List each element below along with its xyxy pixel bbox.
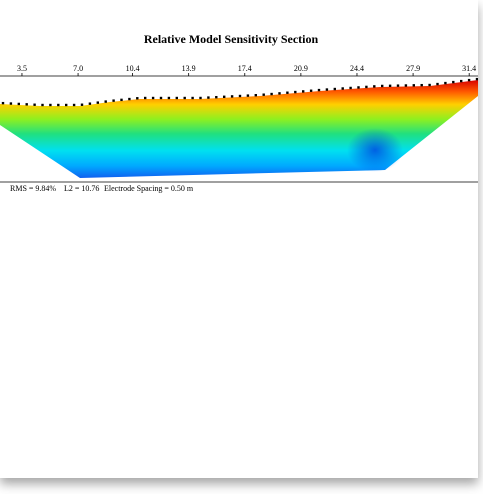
electrode	[381, 84, 384, 88]
electrode	[49, 103, 52, 107]
electrode	[128, 97, 131, 101]
x-tick-label: 31.4	[462, 64, 476, 73]
window	[0, 0, 478, 478]
annotation: RMS = 9.84%	[10, 184, 56, 193]
electrode	[88, 102, 92, 105]
electrode	[254, 94, 257, 97]
electrode	[238, 94, 242, 98]
electrode	[136, 97, 139, 100]
sensitivity-section	[0, 80, 478, 178]
chart-title: Relative Model Sensitivity Section	[144, 32, 319, 46]
electrode	[262, 93, 265, 96]
electrode	[388, 84, 392, 87]
electrode	[104, 100, 107, 103]
electrode	[270, 92, 273, 96]
electrode	[175, 96, 178, 100]
electrode	[373, 85, 376, 88]
electrode	[151, 96, 155, 100]
electrode	[420, 83, 423, 87]
electrode	[159, 96, 163, 100]
electrode	[294, 90, 297, 94]
electrode	[396, 84, 400, 87]
electrode	[428, 83, 431, 87]
electrode	[207, 96, 210, 99]
x-tick-label: 7.0	[73, 64, 83, 73]
electrode	[72, 103, 76, 107]
electrode	[333, 87, 336, 91]
electrodes	[1, 77, 478, 107]
electrode	[215, 95, 218, 99]
electrode	[57, 103, 60, 107]
electrode	[65, 103, 68, 107]
electrode	[9, 102, 13, 105]
low-sensitivity-zone	[347, 128, 403, 172]
electrode	[223, 95, 226, 98]
electrode	[144, 96, 147, 100]
electrode	[120, 98, 123, 102]
electrode	[80, 103, 84, 106]
electrode	[191, 96, 194, 100]
electrode	[1, 101, 5, 105]
electrode	[325, 88, 329, 91]
x-tick-label: 24.4	[350, 64, 364, 73]
electrode	[365, 85, 368, 89]
x-tick-label: 27.9	[406, 64, 420, 73]
electrode	[17, 102, 20, 106]
x-tick-label: 17.4	[238, 64, 252, 73]
electrode	[309, 89, 313, 92]
electrode	[286, 91, 289, 94]
electrode	[183, 96, 186, 100]
electrode	[246, 94, 250, 97]
chart: Relative Model Sensitivity Section RMS =…	[0, 32, 478, 193]
electrode	[460, 79, 463, 83]
electrode	[230, 95, 234, 98]
electrode	[112, 99, 115, 102]
electrode	[404, 84, 408, 87]
electrode	[278, 92, 281, 95]
electrode	[341, 87, 344, 90]
electrode	[33, 103, 36, 106]
electrode	[412, 84, 415, 87]
electrode	[475, 77, 478, 81]
x-tick-label: 20.9	[294, 64, 308, 73]
electrode	[302, 90, 305, 93]
electrode	[467, 78, 471, 82]
electrode	[199, 96, 202, 100]
electrode	[452, 80, 455, 84]
electrode	[25, 103, 28, 106]
electrode	[96, 101, 99, 104]
annotation: L2 = 10.76	[64, 184, 99, 193]
x-tick-label: 10.4	[126, 64, 140, 73]
x-tick-label: 3.5	[17, 64, 27, 73]
electrode	[349, 86, 352, 90]
electrode	[167, 96, 171, 100]
annotation: Electrode Spacing = 0.50 m	[104, 184, 194, 193]
electrode	[357, 86, 360, 89]
electrode	[444, 81, 447, 85]
x-tick-label: 13.9	[182, 64, 196, 73]
electrode	[317, 88, 321, 92]
electrode	[436, 82, 439, 86]
electrode	[41, 103, 44, 107]
